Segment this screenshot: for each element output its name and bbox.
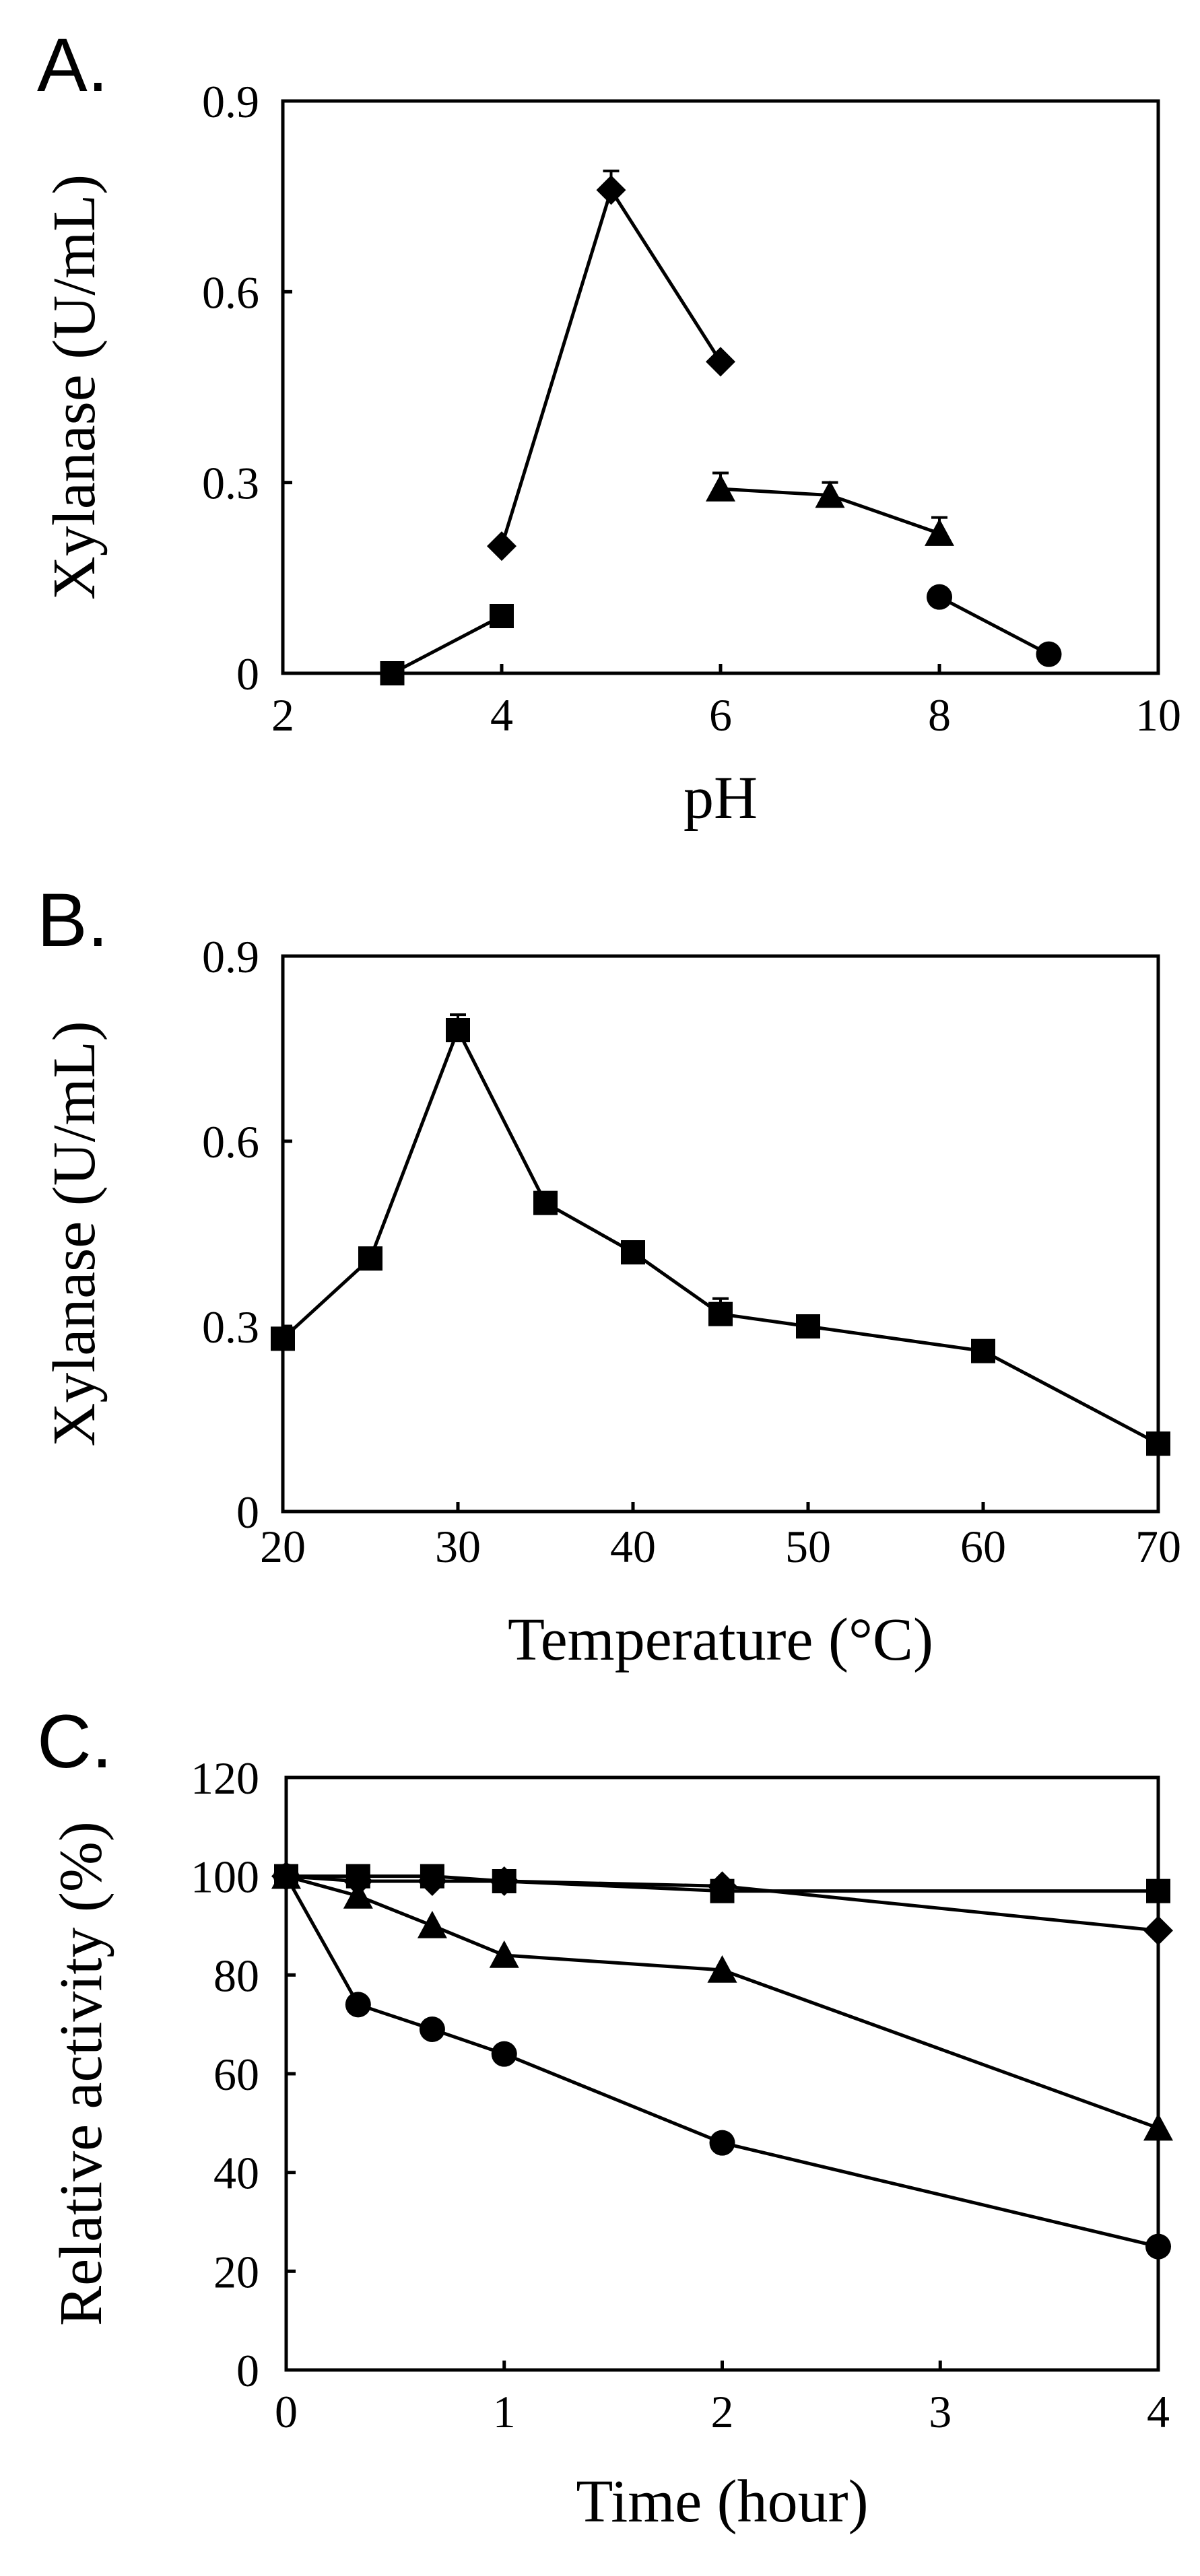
y-tick-label: 80 <box>213 1950 259 2001</box>
data-point-square <box>971 1338 995 1363</box>
series-line <box>391 614 503 675</box>
y-tick-label: 0.9 <box>202 76 259 127</box>
data-point-triangle <box>925 518 954 546</box>
data-point-circle <box>345 1992 371 2018</box>
data-point-circle <box>1036 641 1062 667</box>
data-point-triangle <box>417 1911 447 1938</box>
y-tick-label: 20 <box>213 2246 259 2297</box>
x-tick-label: 8 <box>928 689 951 741</box>
data-point-diamond <box>596 175 626 205</box>
series-line <box>286 1874 1159 2130</box>
data-point-square <box>490 604 514 628</box>
x-tick-label: 2 <box>711 2386 734 2437</box>
series-line <box>284 1875 1159 2249</box>
series-diamond <box>487 169 735 562</box>
data-point-circle <box>709 2130 735 2156</box>
panel-2: C. 0 20 40 60 80 100 120 0 1 2 3 4 Time (hour) Relativ… <box>37 1699 1173 2535</box>
series-square <box>271 1013 1170 1456</box>
series-square <box>380 604 514 685</box>
series-line <box>938 595 1050 656</box>
series-triangle <box>706 471 954 546</box>
data-point-square <box>708 1301 733 1326</box>
data-point-square <box>271 1326 295 1351</box>
data-point-triangle <box>343 1881 373 1909</box>
series-triangle <box>271 1861 1173 2141</box>
y-axis-title: Xylanase (U/mL) <box>41 1021 108 1446</box>
data-point-diamond <box>1143 1916 1173 1946</box>
x-axis-title: Temperature (°C) <box>508 1606 933 1673</box>
data-point-circle <box>927 584 952 610</box>
data-point-triangle <box>1143 2113 1173 2141</box>
data-point-square <box>380 661 405 685</box>
x-tick-label: 10 <box>1135 689 1181 741</box>
panel-0: A. 0 0.3 0.6 0.9 2 4 6 8 10 pH Xylanase (U/mL) <box>37 23 1181 832</box>
y-tick-label: 40 <box>213 2148 259 2199</box>
x-tick-label: 6 <box>709 689 732 741</box>
y-tick-label: 0.3 <box>202 1301 259 1353</box>
data-point-diamond <box>489 1866 519 1896</box>
data-point-circle <box>1145 2233 1171 2260</box>
x-tick-label: 1 <box>493 2386 516 2437</box>
x-tick-label: 30 <box>435 1521 481 1572</box>
series-line <box>281 1025 1160 1446</box>
data-point-triangle <box>815 480 845 508</box>
x-tick-label: 50 <box>785 1521 831 1572</box>
y-tick-label: 0.9 <box>202 931 259 982</box>
series-diamond <box>271 1861 1173 1946</box>
y-tick-label: 0 <box>236 648 259 700</box>
data-point-square <box>533 1190 558 1215</box>
y-tick-label: 100 <box>191 1852 259 1903</box>
data-point-square <box>796 1314 820 1338</box>
y-tick-label: 0.6 <box>202 1116 259 1167</box>
x-tick-label: 40 <box>610 1521 656 1572</box>
x-tick-label: 70 <box>1135 1521 1181 1572</box>
panel-1: B. 0 0.3 0.6 0.9 20 30 40 50 60 70 Temperature (°C)… <box>37 878 1181 1673</box>
x-tick-label: 4 <box>490 689 513 741</box>
data-point-diamond <box>487 531 516 562</box>
data-point-triangle <box>707 1955 737 1983</box>
y-tick-label: 0 <box>236 2345 259 2396</box>
x-tick-label: 0 <box>275 2386 298 2437</box>
y-tick-label: 0.3 <box>202 458 259 509</box>
data-point-triangle <box>489 1940 519 1968</box>
data-point-diamond <box>707 1871 737 1901</box>
data-point-circle <box>419 2016 445 2042</box>
plot-frame <box>281 954 1160 1514</box>
x-tick-label: 4 <box>1147 2386 1170 2437</box>
x-tick-label: 3 <box>929 2386 952 2437</box>
series-line <box>500 186 723 547</box>
y-tick-label: 60 <box>213 2049 259 2100</box>
panel-letter: A. <box>37 23 108 107</box>
panel-letter: B. <box>37 878 108 962</box>
panel-letter: C. <box>37 1699 112 1784</box>
data-point-circle <box>491 2041 517 2067</box>
data-point-circle <box>273 1863 299 1889</box>
series-circle <box>927 584 1062 667</box>
x-axis-title: pH <box>684 765 758 832</box>
x-axis-title: Time (hour) <box>576 2468 868 2535</box>
data-point-square <box>621 1240 645 1264</box>
data-point-square <box>446 1018 470 1042</box>
y-tick-label: 0 <box>236 1487 259 1538</box>
plot-frame <box>281 99 1160 675</box>
data-point-square <box>358 1246 382 1271</box>
y-tick-label: 0.6 <box>202 267 259 318</box>
y-axis-title: Xylanase (U/mL) <box>41 174 108 600</box>
data-point-diamond <box>417 1866 447 1896</box>
x-tick-label: 20 <box>260 1521 306 1572</box>
y-axis-title: Relative activity (%) <box>48 1821 114 2326</box>
plot-frame <box>284 1775 1160 2372</box>
x-tick-label: 2 <box>271 689 294 741</box>
data-point-triangle <box>706 474 735 502</box>
x-tick-label: 60 <box>960 1521 1006 1572</box>
series-circle <box>273 1863 1171 2260</box>
data-point-square <box>1146 1431 1170 1456</box>
data-point-square <box>1146 1878 1170 1903</box>
data-point-diamond <box>706 347 735 377</box>
y-tick-label: 120 <box>191 1753 259 1804</box>
